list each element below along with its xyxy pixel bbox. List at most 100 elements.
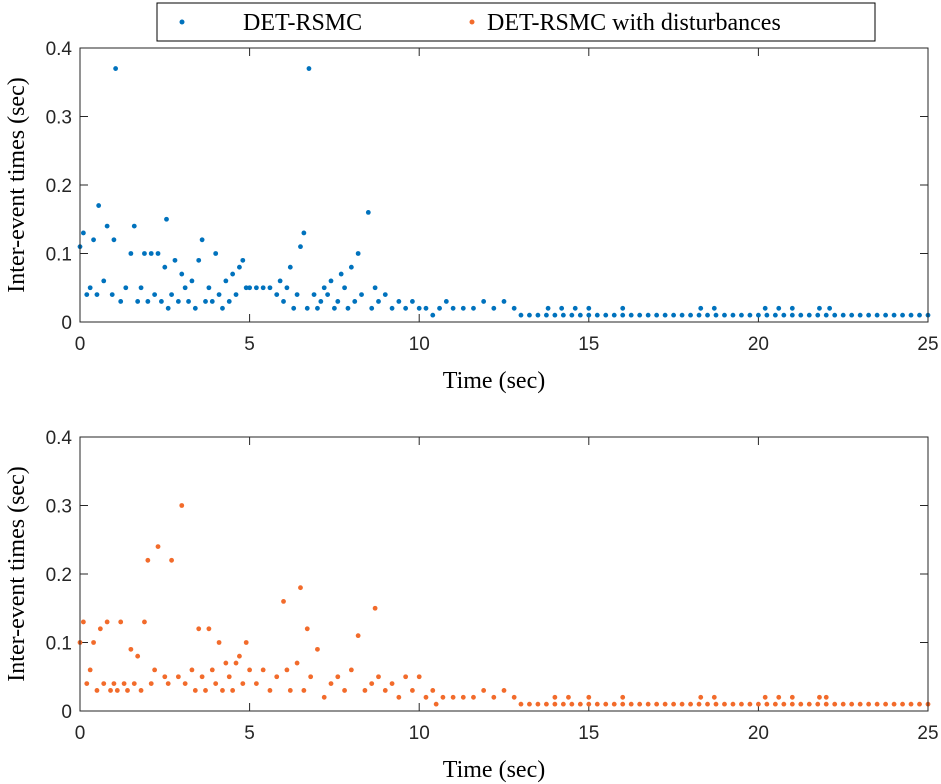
point (645, 312, 651, 318)
point (294, 660, 300, 666)
point (891, 701, 897, 707)
point (96, 203, 102, 208)
x-tick-label: 25 (917, 723, 938, 744)
point (908, 312, 914, 318)
y-tick-label: 0.4 (46, 39, 73, 60)
point (594, 701, 600, 707)
point (611, 701, 617, 707)
point (253, 285, 259, 291)
point (328, 681, 334, 686)
point (781, 701, 787, 707)
point (182, 681, 188, 686)
point (172, 257, 178, 263)
point (101, 681, 107, 686)
point (823, 694, 829, 700)
point (900, 701, 905, 707)
point (544, 701, 549, 707)
point (577, 701, 583, 707)
point (430, 312, 436, 318)
y-tick-label: 0.3 (46, 497, 72, 518)
point (917, 701, 922, 707)
point (226, 299, 232, 304)
point (518, 312, 524, 318)
point (481, 688, 487, 693)
point (213, 681, 219, 686)
point (713, 312, 719, 318)
point (203, 299, 208, 304)
point (376, 674, 381, 680)
point (175, 299, 181, 304)
y-tick-label: 0.1 (46, 634, 72, 655)
point (603, 312, 609, 318)
point (233, 660, 239, 666)
point (823, 701, 829, 707)
point (491, 305, 497, 311)
point (874, 701, 880, 707)
point (335, 674, 341, 680)
point (688, 701, 693, 707)
point (284, 667, 290, 673)
point (662, 701, 668, 707)
point (304, 305, 310, 311)
point (696, 312, 702, 318)
point (654, 701, 660, 707)
point (603, 701, 609, 707)
point (423, 694, 429, 700)
point (247, 285, 253, 291)
point (152, 292, 158, 297)
point (311, 292, 317, 297)
point (628, 701, 634, 707)
axes-box (79, 436, 929, 712)
point (586, 694, 592, 700)
point (471, 305, 476, 311)
point (817, 694, 822, 700)
point (196, 626, 202, 632)
point (80, 619, 86, 625)
point (165, 681, 171, 686)
point (747, 701, 753, 707)
plot-area (80, 437, 928, 711)
point (277, 278, 283, 284)
y-tick-label: 0.2 (46, 176, 72, 197)
point (798, 701, 804, 707)
point (620, 312, 626, 318)
point (128, 646, 134, 652)
point (284, 285, 290, 291)
point (260, 667, 266, 673)
point (359, 292, 364, 297)
point (281, 599, 286, 604)
point (321, 285, 327, 291)
point (142, 619, 147, 625)
point (80, 230, 86, 236)
point (159, 299, 164, 304)
point (776, 305, 782, 311)
point (544, 312, 549, 318)
point (637, 701, 643, 707)
point (101, 278, 107, 284)
point (789, 305, 795, 311)
point (138, 688, 144, 693)
point (772, 701, 778, 707)
point (772, 312, 778, 318)
point (559, 305, 565, 311)
x-tick-label: 20 (748, 334, 769, 355)
point (823, 312, 829, 318)
point (315, 646, 320, 652)
x-tick-label: 15 (578, 334, 599, 355)
point (572, 305, 578, 311)
point (806, 312, 812, 318)
point (192, 305, 198, 311)
point (396, 694, 402, 700)
point (281, 299, 286, 304)
point (501, 299, 507, 304)
point (866, 701, 872, 707)
point (711, 694, 717, 700)
point (586, 312, 592, 318)
point (220, 305, 225, 311)
point (372, 285, 378, 291)
point (94, 688, 100, 693)
point (535, 312, 541, 318)
point (662, 312, 668, 318)
point (688, 312, 693, 318)
